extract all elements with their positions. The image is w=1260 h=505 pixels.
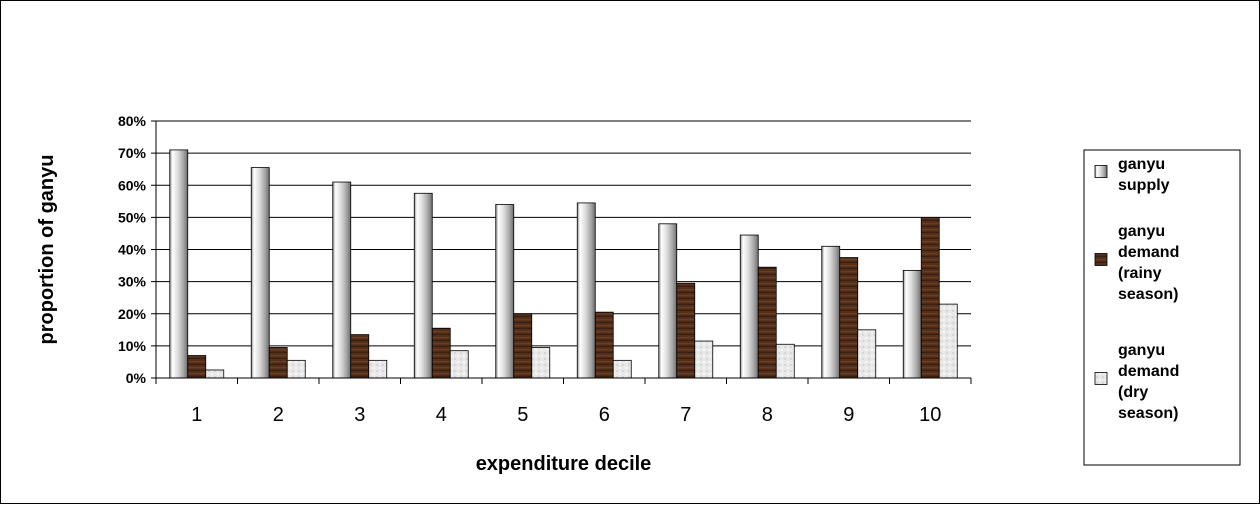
legend-swatch-2: [1094, 253, 1108, 266]
bar-1-8: [739, 234, 759, 379]
x-tick-label: 6: [599, 404, 610, 426]
x-tick-label: 3: [354, 404, 365, 426]
y-tick-label: 70%: [118, 145, 147, 161]
bar-3-4: [449, 350, 469, 379]
bar-2-6: [594, 311, 614, 379]
legend-swatch-1: [1094, 165, 1108, 178]
bar-3-1: [205, 369, 225, 379]
bar-2-2: [268, 347, 288, 379]
bar-3-5: [531, 347, 551, 379]
bar-1-3: [332, 181, 352, 379]
bar-2-7: [676, 282, 696, 379]
x-tick-label: 4: [436, 404, 447, 426]
y-tick-label: 80%: [118, 113, 147, 129]
x-tick-label: 2: [273, 404, 284, 426]
y-axis-ticks: 0% 10% 20% 30% 40% 50% 60% 70% 80%: [118, 113, 156, 386]
bar-3-2: [286, 359, 306, 379]
bar-1-10: [902, 269, 922, 379]
bar-1-5: [495, 204, 515, 379]
bar-2-5: [513, 313, 533, 379]
y-tick-label: 40%: [118, 242, 147, 258]
bar-2-8: [757, 266, 777, 379]
y-axis-title: proportion of ganyu: [36, 155, 58, 345]
bar-1-4: [413, 192, 433, 379]
y-tick-label: 0%: [126, 370, 147, 386]
y-tick-label: 50%: [118, 209, 147, 225]
bar-3-6: [612, 359, 632, 379]
bar-1-6: [576, 202, 596, 379]
bar-3-3: [368, 359, 388, 379]
legend: ganyu supply ganyu demand (rainy season) ganyu…: [1083, 149, 1241, 466]
bar-2-1: [187, 355, 207, 379]
bar-2-4: [431, 327, 451, 379]
x-tick-label: 8: [762, 404, 773, 426]
bar-3-10: [938, 303, 958, 379]
y-tick-label: 30%: [118, 274, 147, 290]
y-tick-label: 10%: [118, 338, 147, 354]
bar-3-8: [775, 343, 795, 379]
bars: [169, 149, 958, 379]
bar-1-7: [658, 223, 678, 379]
bar-2-3: [350, 334, 370, 379]
y-tick-label: 20%: [118, 306, 147, 322]
bar-2-10: [920, 216, 940, 379]
legend-label-2: ganyu demand (rainy season): [1118, 223, 1179, 303]
x-tick-label: 9: [843, 404, 854, 426]
legend-swatch-3: [1094, 372, 1108, 385]
bar-3-7: [694, 340, 714, 379]
bar-1-9: [821, 245, 841, 379]
x-tick-label: 5: [517, 404, 528, 426]
bar-3-9: [857, 329, 877, 379]
x-axis-ticks: 1 2 3 4 5 6 7 8 9 10: [155, 378, 972, 426]
legend-label-3: ganyu demand (dry season): [1118, 342, 1179, 422]
x-axis-title: expenditure decile: [476, 453, 652, 475]
bar-1-2: [250, 167, 270, 379]
bar-1-1: [169, 149, 189, 379]
bar-2-9: [839, 257, 859, 379]
gridlines: [156, 120, 971, 347]
legend-box: [1083, 149, 1241, 466]
y-tick-label: 60%: [118, 177, 147, 193]
x-tick-label: 7: [680, 404, 691, 426]
legend-label-1: ganyu supply: [1118, 156, 1170, 194]
x-tick-label: 10: [919, 404, 941, 426]
x-tick-label: 1: [191, 404, 202, 426]
